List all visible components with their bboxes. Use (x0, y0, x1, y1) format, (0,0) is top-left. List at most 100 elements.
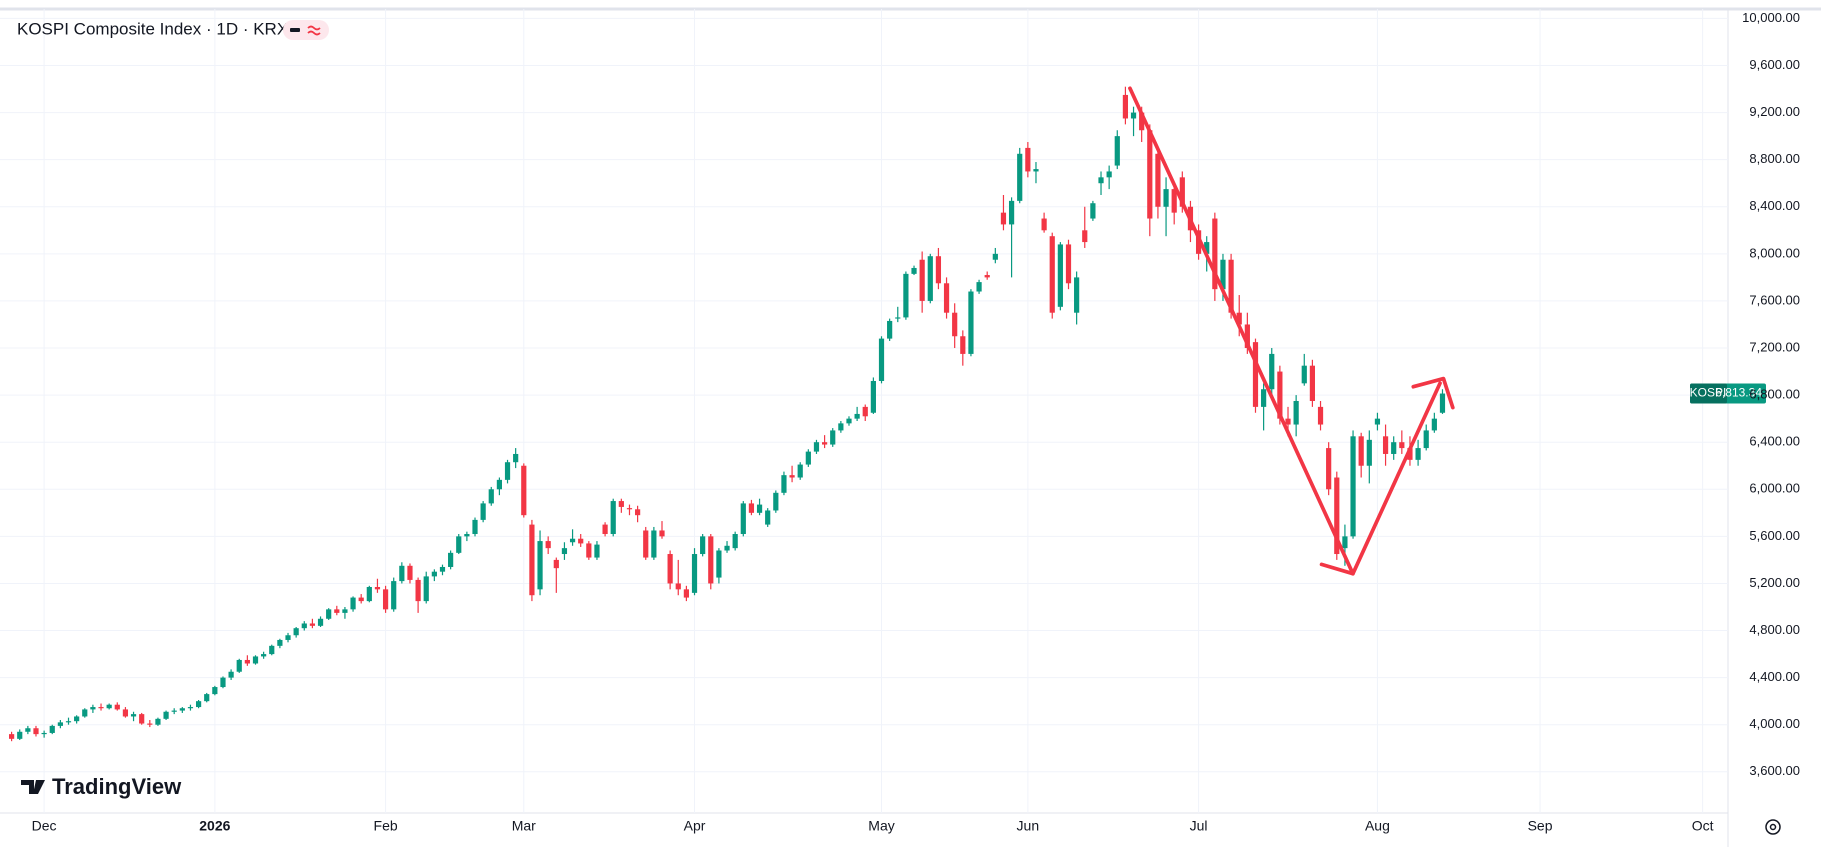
candle-body (1350, 436, 1356, 537)
badge-icon (307, 25, 321, 36)
candle-body (407, 565, 413, 580)
candle-body (1431, 418, 1437, 431)
candle-body (1000, 212, 1007, 225)
candle-body (1423, 430, 1429, 449)
candle-body (49, 725, 55, 733)
candle-body (919, 259, 925, 301)
candle-body (439, 566, 446, 572)
y-tick-label: 6,000.00 (1749, 481, 1800, 496)
candle-body (602, 524, 608, 535)
candle-body (943, 283, 950, 313)
candle-body (756, 504, 763, 513)
candle-body (342, 609, 348, 613)
candle-body (496, 479, 502, 490)
candle-body (1326, 448, 1332, 490)
y-tick-label: 3,600.00 (1749, 763, 1800, 778)
candle-body (1391, 442, 1397, 454)
y-tick-label: 5,200.00 (1749, 575, 1800, 590)
candle-body (635, 509, 641, 516)
candle-body (1277, 371, 1283, 419)
candle-body (643, 530, 649, 558)
candle-body (228, 671, 234, 678)
candle-body (456, 536, 462, 553)
candle-body (984, 275, 990, 278)
candle-body (610, 501, 616, 535)
series-name-box (1690, 383, 1727, 404)
candle-body (537, 541, 543, 590)
candle-body (236, 659, 242, 672)
candle-body (561, 548, 568, 555)
candle-body (1252, 342, 1259, 407)
candle-body (293, 628, 299, 636)
candle-body (98, 707, 104, 709)
candle-body (1074, 277, 1080, 313)
candle-body (448, 552, 454, 567)
candle-body (1285, 418, 1291, 425)
badge[interactable] (283, 20, 329, 40)
candle-body (1163, 189, 1169, 207)
candle-body (675, 583, 681, 590)
candle-body (870, 380, 876, 413)
candle-body (960, 336, 966, 354)
candle-body (683, 589, 689, 598)
candle-body (1130, 112, 1137, 119)
candle-body (1057, 244, 1063, 307)
x-tick-label: Jul (1190, 818, 1208, 834)
candle-body (1139, 112, 1145, 131)
y-tick-label: 4,000.00 (1749, 716, 1800, 731)
candle-body (1399, 442, 1405, 449)
settings-button[interactable] (1765, 819, 1781, 835)
gear[interactable] (1765, 819, 1781, 835)
candle-body (854, 413, 860, 419)
candle-body (691, 554, 698, 593)
candle-body (1407, 448, 1413, 460)
candle-body (976, 282, 982, 292)
y-tick-label: 8,000.00 (1749, 245, 1800, 260)
candle-body (1261, 389, 1267, 407)
candle-body (1301, 365, 1307, 384)
candle-body (529, 524, 535, 596)
candle-body (887, 320, 893, 339)
candle-body (968, 291, 974, 354)
candle-body (553, 559, 559, 569)
candle-body (1415, 448, 1421, 460)
y-tick-label: 9,600.00 (1749, 57, 1800, 72)
candle-body (1033, 169, 1039, 172)
candle-body (17, 731, 23, 739)
y-tick-label: 7,600.00 (1749, 292, 1800, 307)
candle-body (651, 530, 657, 558)
candle-body (1106, 171, 1112, 178)
candle-body (927, 256, 933, 301)
candle-body (9, 734, 15, 739)
candle-body (1122, 94, 1129, 119)
candle-body (1293, 400, 1299, 425)
candle-body (724, 545, 730, 551)
candle-body (1374, 418, 1381, 425)
candle-body (1155, 153, 1161, 207)
logo-mark (21, 780, 45, 794)
candle-body (716, 550, 722, 578)
candle-body (122, 709, 129, 717)
candle-body (1147, 130, 1153, 219)
candle-body (1041, 218, 1047, 231)
candle-body (415, 579, 421, 602)
candle-body (130, 714, 137, 717)
candle-body (708, 536, 714, 584)
candle-body (895, 317, 901, 319)
candle-body (513, 453, 519, 463)
candle-body (732, 534, 738, 549)
y-tick-label: 4,800.00 (1749, 622, 1800, 637)
x-tick-label: Feb (374, 818, 398, 834)
candle-body (992, 253, 998, 260)
candle-body (1017, 153, 1023, 201)
grid (0, 9, 1728, 813)
candle-body (41, 732, 47, 735)
candle-body (1366, 439, 1372, 466)
candle-body (472, 519, 478, 535)
candle-body (569, 538, 576, 543)
candle-body (1439, 393, 1446, 413)
candle-body (545, 541, 551, 549)
legend-badge[interactable] (283, 20, 329, 40)
candle-body (797, 464, 803, 478)
